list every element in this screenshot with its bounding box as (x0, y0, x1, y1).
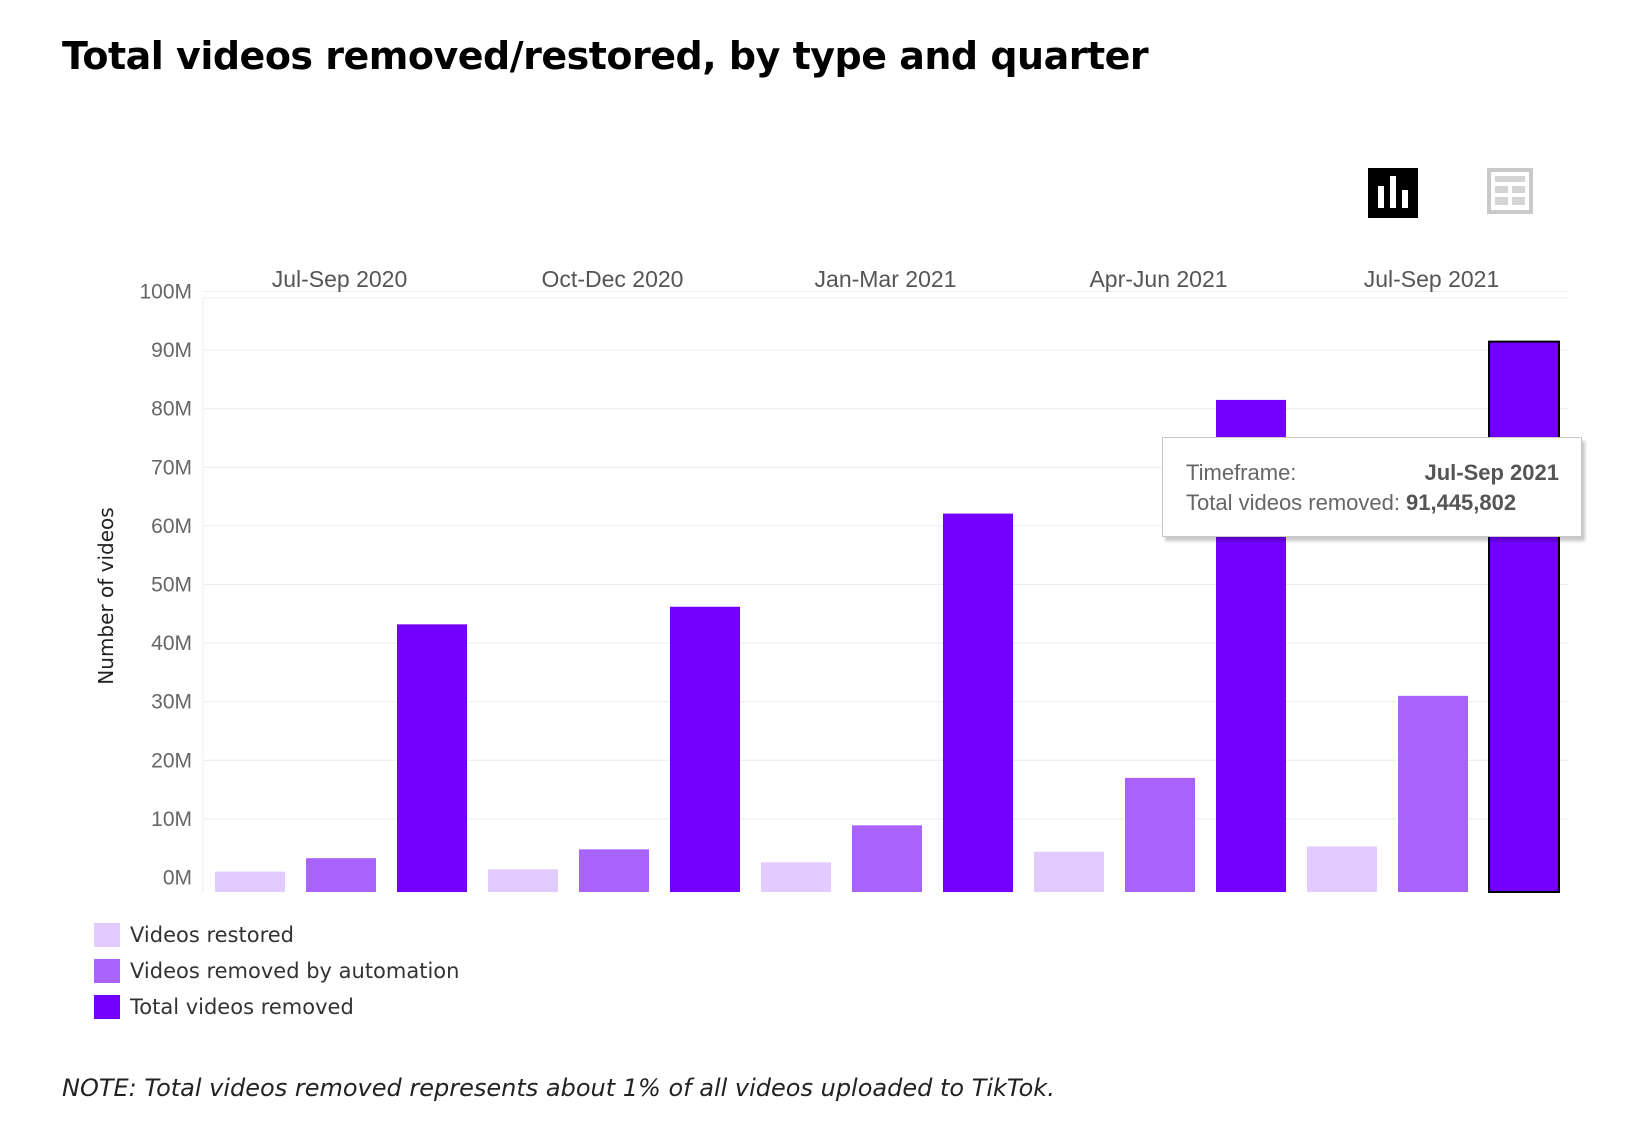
category-header: Jul-Sep 2021 (1364, 266, 1500, 292)
legend-label: Videos restored (130, 923, 294, 947)
bar[interactable] (943, 513, 1013, 892)
legend-item-restored[interactable]: Videos restored (94, 917, 459, 953)
tooltip-metric-value: 91,445,802 (1406, 490, 1517, 515)
y-tick-label: 80M (151, 398, 192, 421)
y-tick-label: 100M (139, 281, 192, 304)
legend-swatch (94, 995, 120, 1019)
footnote: NOTE: Total videos removed represents ab… (62, 1074, 1055, 1102)
y-tick-label: 60M (151, 515, 192, 538)
tooltip-timeframe-label: Timeframe: (1186, 460, 1297, 485)
bar[interactable] (579, 849, 649, 892)
bar[interactable] (1307, 846, 1377, 892)
bar[interactable] (761, 862, 831, 892)
bar[interactable] (488, 869, 558, 892)
y-tick-label: 70M (151, 456, 192, 479)
bar[interactable] (852, 825, 922, 892)
bar[interactable] (306, 858, 376, 892)
bar[interactable] (1488, 340, 1560, 893)
tooltip-timeframe-value: Jul-Sep 2021 (1424, 460, 1559, 485)
legend-swatch (94, 923, 120, 947)
legend-item-total[interactable]: Total videos removed (94, 989, 459, 1025)
legend-label: Total videos removed (130, 995, 354, 1019)
legend-label: Videos removed by automation (130, 959, 460, 983)
bar[interactable] (215, 871, 285, 892)
y-tick-label: 90M (151, 339, 192, 362)
y-tick-label: 30M (151, 691, 192, 714)
y-axis-label: Number of videos (94, 507, 118, 684)
y-tick-label: 20M (151, 749, 192, 772)
bar[interactable] (670, 606, 740, 892)
bar[interactable] (1398, 695, 1468, 892)
legend-swatch (94, 959, 120, 983)
table-icon[interactable] (1487, 168, 1537, 218)
tooltip: Timeframe: Jul-Sep 2021 Total videos rem… (1162, 437, 1582, 537)
y-tick-label: 40M (151, 632, 192, 655)
category-header: Jan-Mar 2021 (815, 266, 957, 292)
y-tick-label: 10M (151, 808, 192, 831)
category-header: Jul-Sep 2020 (272, 266, 408, 292)
bar-chart-icon[interactable] (1368, 168, 1418, 218)
tooltip-metric-label: Total videos removed: (1186, 490, 1400, 515)
bar[interactable] (397, 624, 467, 892)
category-header: Oct-Dec 2020 (542, 266, 684, 292)
bar[interactable] (1034, 851, 1104, 892)
category-header: Apr-Jun 2021 (1089, 266, 1227, 292)
legend-item-automation[interactable]: Videos removed by automation (94, 953, 459, 989)
bar[interactable] (1125, 777, 1195, 892)
y-tick-label: 50M (151, 574, 192, 597)
chart-title: Total videos removed/restored, by type a… (62, 34, 1149, 78)
y-tick-label: 0M (163, 867, 192, 890)
legend: Videos restored Videos removed by automa… (94, 917, 459, 1025)
